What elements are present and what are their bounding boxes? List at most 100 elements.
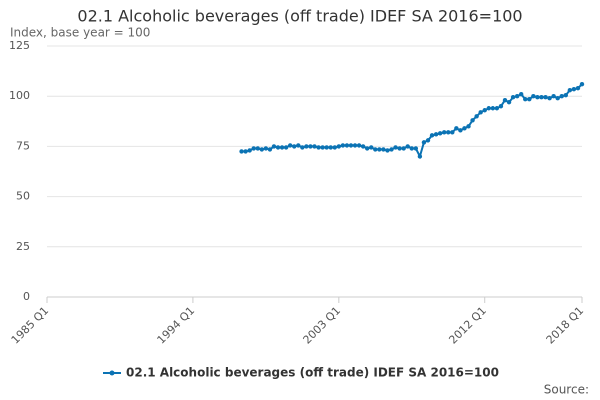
point [243,149,248,154]
x-tick-label: 2012 Q1 [446,304,489,347]
point [360,144,366,149]
subtitle: Index, base year = 100 [10,26,150,40]
point [474,114,479,119]
point [567,87,573,93]
chart-title: 02.1 Alcoholic beverages (off trade) IDE… [77,7,522,26]
point [462,126,467,131]
point [575,85,581,91]
legend-label: 02.1 Alcoholic beverages (off trade) IDE… [126,366,499,380]
point [336,144,342,149]
point [287,143,293,148]
point [385,148,390,153]
point [429,133,435,138]
point [421,140,427,145]
point [510,95,516,100]
point [579,81,585,87]
point [324,145,329,150]
y-tick-label: 100 [9,89,30,102]
point [502,98,508,103]
point [296,143,301,148]
point [320,145,325,150]
point [563,92,568,98]
point [348,143,354,148]
point [308,144,313,149]
point [555,96,560,101]
point [478,110,483,115]
point [458,128,463,133]
point [543,95,548,100]
point [531,94,536,99]
point [405,144,410,149]
point [271,144,277,149]
point [279,145,285,150]
source: Source: [544,383,589,397]
point [352,143,358,148]
point [547,96,552,101]
point [470,118,475,123]
point [482,108,487,113]
y-tick-label: 75 [16,139,30,152]
point [486,106,491,111]
point [356,143,362,148]
point [519,91,524,97]
point [454,126,459,131]
point [466,124,471,129]
point [514,94,520,99]
point [259,147,265,152]
point [523,97,528,102]
point [332,145,337,150]
point [300,145,305,150]
x-tick-label: 1994 Q1 [155,304,198,347]
point [437,131,443,136]
y-tick-label: 125 [9,39,30,52]
point [283,145,289,150]
point [239,149,244,154]
y-tick-label: 25 [16,240,30,253]
point [490,106,496,111]
point [364,146,370,151]
point [292,144,297,149]
x-tick-label: 2003 Q1 [301,304,344,347]
point [328,145,333,150]
point [498,104,504,109]
y-tick-label: 0 [23,290,30,303]
point [340,143,346,148]
point [446,130,451,135]
point [275,145,281,150]
point [433,132,439,137]
point [417,154,423,159]
point [539,95,544,100]
point [397,146,402,151]
point [571,86,577,92]
point [425,138,431,143]
point [369,145,374,150]
point [413,146,419,151]
point [377,147,382,152]
point [450,130,455,135]
point [381,147,386,152]
point [389,147,394,152]
x-tick-label: 2018 Q1 [544,304,587,347]
point [316,145,321,150]
point [344,143,350,148]
point [267,147,273,152]
point [527,97,532,102]
point [312,144,317,149]
point [373,147,378,152]
x-tick-label: 1985 Q1 [9,304,52,347]
point [559,94,564,99]
point [535,95,540,100]
point [401,146,406,151]
point [506,100,512,105]
point [441,130,447,135]
point [255,146,260,151]
point [393,145,398,150]
point [304,144,309,149]
point [263,146,269,151]
point [251,146,256,151]
point [494,106,500,111]
point [247,148,252,153]
y-tick-label: 50 [16,190,30,203]
